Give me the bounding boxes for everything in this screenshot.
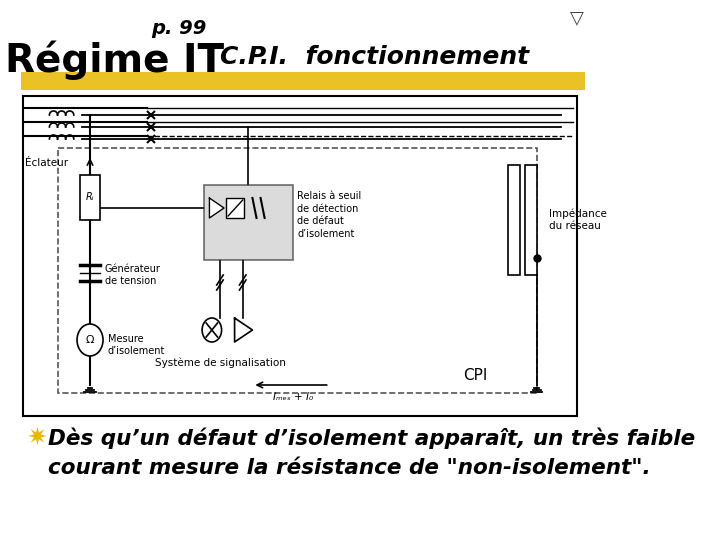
Text: Rᵢ: Rᵢ [86, 192, 94, 202]
Text: Système de signalisation: Système de signalisation [155, 358, 285, 368]
Bar [508, 165, 521, 275]
Text: Dès qu’un défaut d’isolement apparaît, un très faible: Dès qu’un défaut d’isolement apparaît, u… [48, 427, 695, 449]
Text: Relais à seuil
de détection
de défaut
d’isolement: Relais à seuil de détection de défaut d’… [297, 191, 361, 239]
Text: ▽: ▽ [570, 9, 584, 27]
Text: courant mesure la résistance de "non-isolement".: courant mesure la résistance de "non-iso… [48, 458, 650, 478]
Bar [24, 96, 577, 416]
Text: Iₘₑₛ + I₀: Iₘₑₛ + I₀ [273, 392, 313, 402]
Bar [524, 165, 536, 275]
Polygon shape [235, 318, 253, 342]
Bar [81, 175, 100, 220]
FancyBboxPatch shape [21, 72, 585, 90]
Bar [227, 198, 244, 218]
Text: CPI: CPI [464, 368, 488, 382]
Text: Ω: Ω [86, 335, 94, 345]
Text: ✷: ✷ [27, 426, 48, 450]
Circle shape [77, 324, 103, 356]
Text: C.P.I.  fonctionnement: C.P.I. fonctionnement [220, 45, 528, 69]
Bar [204, 185, 293, 260]
Text: Régime IT: Régime IT [5, 40, 224, 80]
Text: Mesure
d’isolement: Mesure d’isolement [108, 334, 166, 356]
Bar [58, 148, 536, 393]
Circle shape [202, 318, 222, 342]
Polygon shape [210, 198, 224, 218]
Text: Générateur
de tension: Générateur de tension [104, 264, 161, 286]
Text: Éclateur: Éclateur [25, 158, 68, 168]
Text: Impédance
du réseau: Impédance du réseau [549, 208, 607, 232]
Text: p. 99: p. 99 [152, 18, 207, 37]
